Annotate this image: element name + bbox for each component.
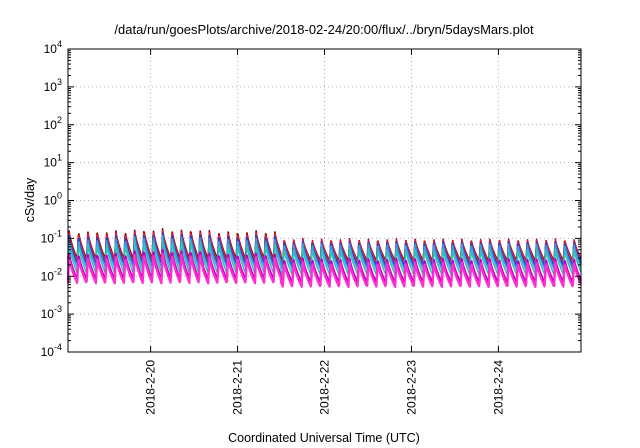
x-axis-label: Coordinated Universal Time (UTC) bbox=[228, 431, 420, 445]
series-line-7 bbox=[66, 252, 583, 289]
series-group bbox=[66, 228, 583, 289]
y-axis-label: cSv/day bbox=[23, 177, 37, 222]
y-tick-label: 101 bbox=[44, 153, 62, 170]
y-tick-label: 100 bbox=[44, 191, 62, 208]
x-axis: 2018-2-20 2018-2-21 2018-2-22 2018-2-23 2018… bbox=[144, 49, 505, 415]
x-tick-label: 2018-2-20 bbox=[144, 360, 158, 415]
y-tick-label: 104 bbox=[44, 39, 62, 56]
x-tick-label: 2018-2-23 bbox=[404, 360, 418, 415]
grid-lines bbox=[68, 49, 581, 352]
y-tick-label: 10-2 bbox=[41, 266, 62, 283]
series-line-4 bbox=[67, 234, 582, 271]
y-tick-label: 10-1 bbox=[41, 228, 62, 245]
y-tick-label: 10-3 bbox=[41, 304, 62, 321]
series-line-5 bbox=[67, 239, 582, 276]
chart-title: /data/run/goesPlots/archive/2018-02-24/2… bbox=[114, 22, 534, 37]
series-line-6 bbox=[66, 248, 583, 285]
y-tick-label: 10-4 bbox=[41, 342, 62, 359]
x-tick-label: 2018-2-21 bbox=[231, 360, 245, 415]
x-tick-label: 2018-2-24 bbox=[491, 360, 505, 415]
y-axis: 104 103 102 101 100 10-1 10-2 10-3 10-4 bbox=[41, 39, 581, 359]
y-tick-label: 102 bbox=[44, 115, 62, 132]
y-tick-label: 103 bbox=[44, 77, 62, 94]
x-tick-label: 2018-2-22 bbox=[318, 360, 332, 415]
